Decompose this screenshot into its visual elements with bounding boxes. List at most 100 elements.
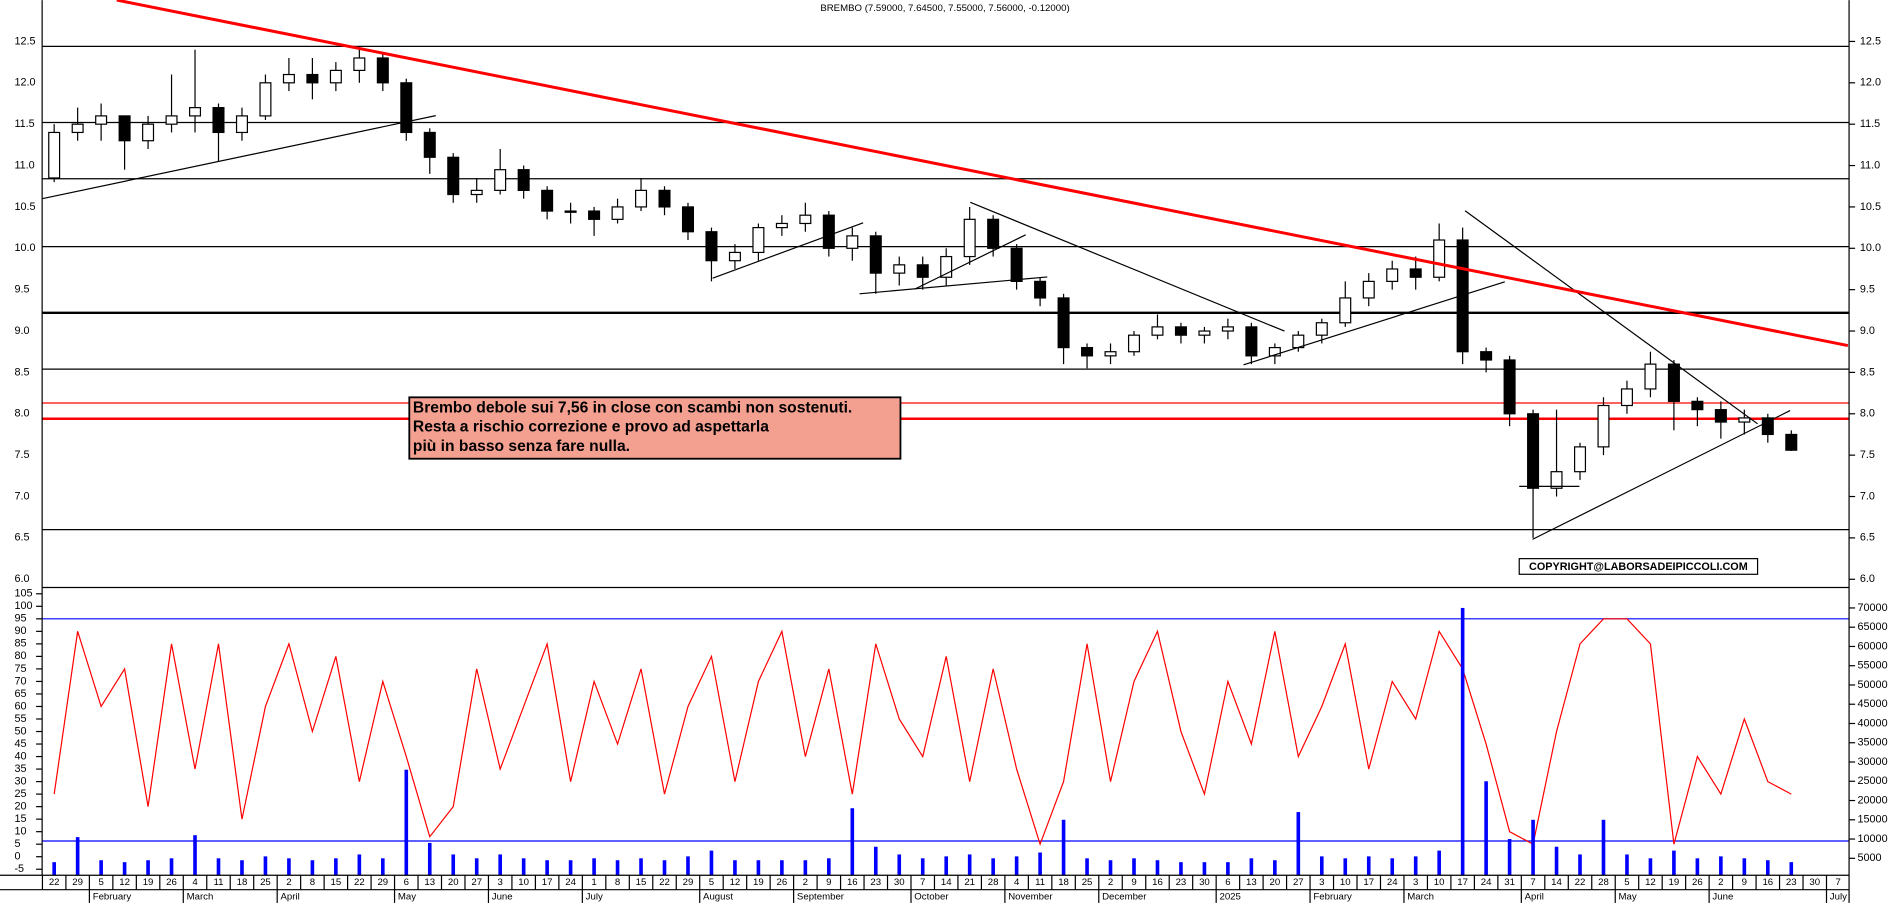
- x-tick-label: 27: [471, 877, 482, 888]
- y-tick-label: 95: [14, 613, 26, 625]
- candle-body: [306, 73, 319, 84]
- x-tick-label: 11: [213, 877, 223, 888]
- candle-body: [822, 214, 835, 249]
- candle-body: [705, 231, 718, 262]
- volume-bar: [1719, 856, 1723, 876]
- candle-body: [1386, 268, 1399, 282]
- x-tick-label: 5: [1624, 877, 1629, 888]
- x-tick-label: 2: [286, 877, 291, 888]
- y-tick-label-right: 10.5: [1860, 201, 1881, 213]
- month-label: April: [280, 891, 299, 902]
- trendline-red: [116, 0, 1849, 348]
- x-tick-label: 7: [1836, 877, 1841, 888]
- volume-bar: [733, 860, 737, 876]
- y2-tick-label: 70000: [1857, 602, 1887, 614]
- x-tick-label: 26: [1692, 877, 1703, 888]
- month-label: September: [797, 891, 845, 902]
- candle-body: [1057, 297, 1070, 349]
- y-tick-label-right: 12.0: [1860, 77, 1881, 89]
- x-tick-label: 18: [237, 877, 248, 888]
- month-label: May: [398, 891, 416, 902]
- volume-bar: [686, 856, 690, 876]
- volume-bar: [1437, 850, 1441, 876]
- candle-body: [1151, 326, 1164, 336]
- x-tick-label: 19: [143, 877, 154, 888]
- y-tick-label: 25: [14, 788, 26, 800]
- x-tick-label: 4: [1014, 877, 1020, 888]
- x-tick-label: 21: [964, 877, 975, 888]
- x-tick-label: 23: [1786, 877, 1797, 888]
- x-tick-label: 5: [98, 877, 103, 888]
- y-tick-label: 55: [14, 713, 26, 725]
- candle-body: [142, 123, 155, 142]
- y-tick-label: 80: [14, 650, 26, 662]
- month-label: June: [1712, 891, 1733, 902]
- x-tick-label: 8: [310, 877, 315, 888]
- y-tick-label: 10: [14, 826, 26, 838]
- x-tick-label: 19: [1669, 877, 1680, 888]
- x-tick-label: 10: [1340, 877, 1351, 888]
- x-tick-label: 24: [1387, 877, 1398, 888]
- x-tick-label: 17: [1363, 877, 1374, 888]
- candle-body: [470, 189, 483, 196]
- x-tick-label: 28: [988, 877, 999, 888]
- volume-bar: [709, 850, 714, 876]
- candle-body: [353, 57, 366, 71]
- month-label: December: [1102, 891, 1147, 902]
- candle-body: [212, 107, 225, 134]
- y-tick-label: 9.0: [14, 325, 29, 337]
- volume-bar: [263, 856, 268, 876]
- x-tick-label: 22: [354, 877, 365, 888]
- volume-bar: [1742, 858, 1747, 876]
- x-tick-label: 5: [709, 877, 714, 888]
- y-tick-label: 45: [14, 738, 26, 750]
- candle-body: [259, 82, 272, 117]
- candle-body: [1456, 239, 1469, 353]
- candle-body: [1245, 326, 1258, 357]
- y-tick-label: 105: [14, 588, 32, 600]
- candle-body: [71, 123, 84, 134]
- candle-body: [48, 131, 61, 179]
- volume-bar: [1648, 858, 1653, 876]
- x-tick-label: 24: [1481, 877, 1492, 888]
- volume-bar: [1601, 819, 1606, 876]
- y-tick-label: 40: [14, 750, 26, 762]
- month-label: March: [1407, 891, 1434, 902]
- x-tick-label: 12: [1645, 877, 1656, 888]
- volume-bar: [639, 858, 643, 876]
- x-tick-label: 15: [331, 877, 342, 888]
- candle-body: [118, 115, 131, 142]
- volume-bar: [1296, 812, 1301, 876]
- x-tick-label: 9: [1742, 877, 1747, 888]
- volume-bar: [920, 858, 925, 876]
- volume-bar: [756, 860, 761, 876]
- trendline: [1464, 210, 1758, 425]
- copyright-box: COPYRIGHT@LABORSADEIPICCOLI.COM: [1518, 558, 1759, 575]
- x-tick-label: 13: [1246, 877, 1257, 888]
- volume-bar: [780, 860, 784, 876]
- y-tick-label-right: 6.0: [1860, 573, 1875, 585]
- volume-bar: [1014, 856, 1019, 876]
- y2-tick-label: 40000: [1857, 717, 1887, 729]
- y-tick-label-right: 8.5: [1860, 366, 1875, 378]
- month-label: April: [1525, 891, 1544, 902]
- month-label: October: [914, 891, 949, 902]
- volume-bar: [521, 858, 526, 876]
- volume-bar: [1202, 862, 1207, 876]
- x-tick-label: 16: [847, 877, 858, 888]
- volume-bar: [1578, 854, 1582, 876]
- trendline: [859, 276, 1048, 295]
- volume-bar: [1554, 846, 1559, 876]
- y-tick-label: 75: [14, 663, 26, 675]
- volume-bar: [146, 860, 150, 876]
- candle-body: [1409, 268, 1422, 278]
- y-tick-label: 30: [14, 775, 26, 787]
- volume-bar: [75, 837, 80, 876]
- candle-body: [329, 69, 342, 84]
- trendline: [914, 234, 1026, 290]
- candle-body: [681, 206, 695, 233]
- volume-bar: [827, 858, 831, 876]
- y2-tick-label: 25000: [1857, 775, 1887, 787]
- y-tick-label: 6.0: [14, 573, 29, 585]
